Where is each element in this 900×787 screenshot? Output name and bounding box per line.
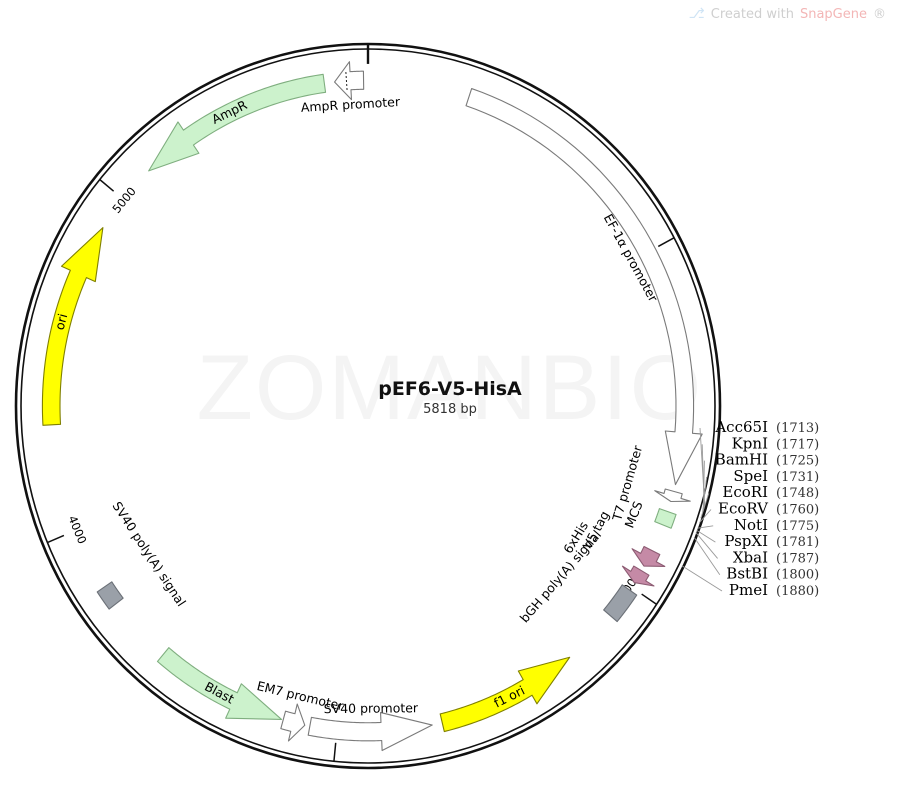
feature-shape[interactable] xyxy=(156,647,283,720)
attribution-suffix: ® xyxy=(873,6,886,22)
feature-label: AmpR promoter xyxy=(300,94,401,115)
enzyme-position: (1717) xyxy=(776,437,819,452)
feature-label: SV40 poly(A) signal xyxy=(109,499,189,609)
feature-v5-tag[interactable] xyxy=(631,545,666,567)
attribution-prefix: Created with xyxy=(710,6,794,22)
feature-label: bGH poly(A) signal xyxy=(517,527,604,625)
feature-shape[interactable] xyxy=(41,227,104,426)
enzyme-position: (1725) xyxy=(776,454,819,469)
feature-ori[interactable] xyxy=(41,227,104,426)
enzyme-name[interactable]: BamHI xyxy=(715,451,768,469)
scale-tick xyxy=(641,593,657,605)
enzyme-position: (1731) xyxy=(776,470,819,485)
scale-tick-label: 5000 xyxy=(109,184,138,216)
enzyme-leader-line xyxy=(695,532,718,559)
enzyme-leader-line xyxy=(699,509,712,523)
enzyme-name[interactable]: PspXI xyxy=(724,532,768,550)
watermark-zomanbio: ZOMANBIO xyxy=(196,337,704,439)
feature-sv40-promoter[interactable] xyxy=(307,711,433,752)
feature-shape[interactable] xyxy=(307,711,433,752)
enzyme-leader-line xyxy=(693,537,721,575)
enzyme-leader-line xyxy=(702,476,708,513)
feature-shape[interactable] xyxy=(333,61,365,101)
enzyme-leader-line xyxy=(696,530,716,543)
enzyme-name[interactable]: KpnI xyxy=(732,434,768,452)
scale-tick xyxy=(99,179,115,192)
feature-label: ori xyxy=(52,312,71,332)
feature-shape[interactable] xyxy=(465,88,703,486)
feature-shape[interactable] xyxy=(439,656,571,733)
feature-shape[interactable] xyxy=(631,545,666,567)
scale-tick-label: 4000 xyxy=(65,514,89,546)
scale-tick xyxy=(657,237,675,248)
feature-shape[interactable] xyxy=(148,73,327,172)
snapgene-bolt-icon: ⎇ xyxy=(688,6,705,22)
enzyme-name[interactable]: EcoRI xyxy=(722,483,768,501)
feature-blast[interactable] xyxy=(156,647,283,720)
scale-tick xyxy=(333,742,337,761)
enzyme-position: (1775) xyxy=(776,519,819,534)
feature-ampr-promoter[interactable] xyxy=(333,61,365,101)
page-title: pEF6-V5-HisA xyxy=(378,378,522,400)
enzyme-position: (1880) xyxy=(776,584,819,599)
enzyme-position: (1713) xyxy=(776,421,819,436)
feature-shape[interactable] xyxy=(654,488,691,503)
attribution-brand: SnapGene xyxy=(799,6,867,22)
feature-ampr[interactable] xyxy=(148,73,327,172)
enzyme-position: (1781) xyxy=(776,535,819,550)
feature-shape[interactable] xyxy=(654,508,677,529)
plasmid-size-label: 5818 bp xyxy=(423,402,477,417)
enzyme-leader-line xyxy=(697,525,714,529)
scale-tick xyxy=(47,534,65,544)
feature-label: SV40 promoter xyxy=(324,700,419,716)
feature-ef-1-promoter[interactable] xyxy=(465,88,703,486)
snapgene-attribution: ⎇ Created with SnapGene ® xyxy=(689,6,886,22)
enzyme-position: (1760) xyxy=(776,503,819,518)
enzyme-name[interactable]: Acc65I xyxy=(714,418,768,436)
enzyme-name[interactable]: EcoRV xyxy=(718,500,769,518)
feature-mcs[interactable] xyxy=(654,508,677,529)
enzyme-name[interactable]: NotI xyxy=(734,516,768,534)
feature-em7-promoter[interactable] xyxy=(280,703,306,742)
enzyme-leader-line xyxy=(700,493,710,519)
enzyme-position: (1748) xyxy=(776,486,819,501)
enzyme-name[interactable]: SpeI xyxy=(733,467,768,485)
enzyme-name[interactable]: XbaI xyxy=(733,548,768,566)
feature-sv40-poly-a-signal[interactable] xyxy=(96,581,124,610)
enzyme-position: (1787) xyxy=(776,551,819,566)
enzyme-position: (1800) xyxy=(776,568,819,583)
feature-bgh-poly-a-signal[interactable] xyxy=(603,584,638,623)
enzyme-leader-line xyxy=(681,565,723,592)
enzyme-name[interactable]: BstBI xyxy=(726,565,768,583)
feature-6xhis[interactable] xyxy=(621,565,655,587)
ampr-promoter-divider xyxy=(345,71,348,91)
feature-shape[interactable] xyxy=(603,584,638,623)
feature-t7-promoter[interactable] xyxy=(654,488,691,503)
feature-shape[interactable] xyxy=(280,703,306,742)
feature-shape[interactable] xyxy=(621,565,655,587)
feature-shape[interactable] xyxy=(96,581,124,610)
feature-f1-ori[interactable] xyxy=(439,656,571,733)
enzyme-name[interactable]: PmeI xyxy=(729,581,768,599)
